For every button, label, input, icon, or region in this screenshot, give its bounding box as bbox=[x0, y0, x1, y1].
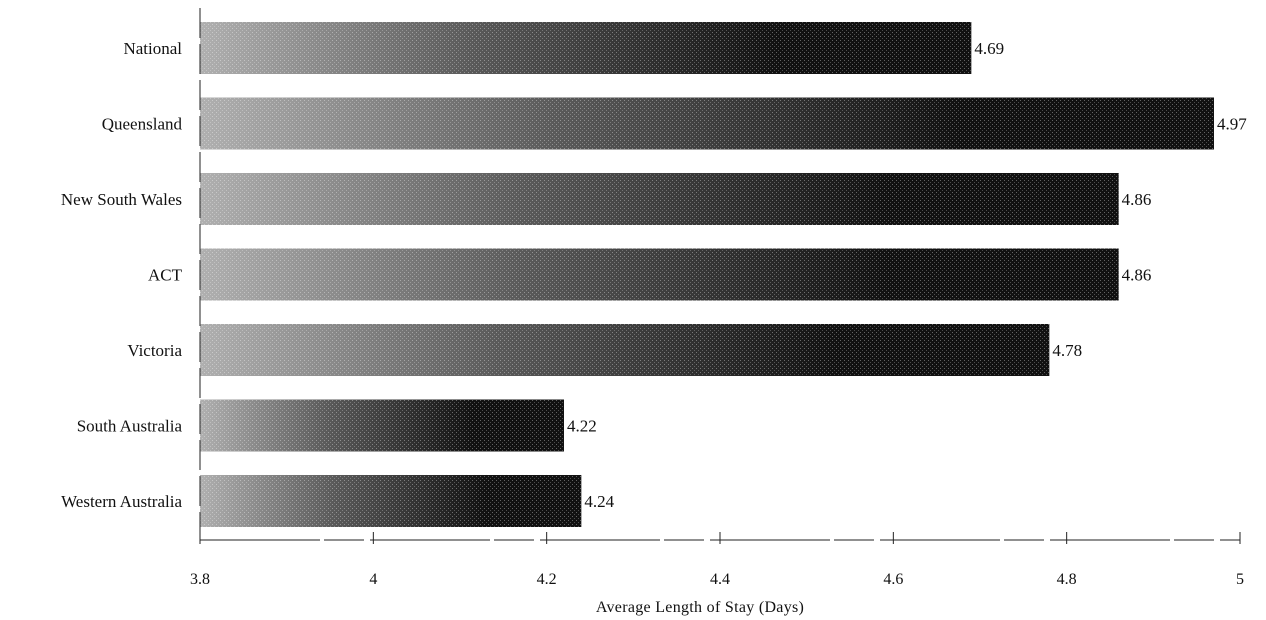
x-tick-label: 5 bbox=[1236, 571, 1244, 588]
category-label: ACT bbox=[148, 266, 183, 285]
data-label: 4.69 bbox=[974, 39, 1004, 58]
bars-group: National 4.69 Queensland 4.97 New South Wale… bbox=[61, 22, 1247, 527]
bar-texture bbox=[200, 248, 1119, 301]
category-label: National bbox=[123, 39, 182, 58]
x-tick-label: 4.2 bbox=[537, 571, 557, 588]
data-label: 4.24 bbox=[584, 492, 614, 511]
x-tick-label: 4.4 bbox=[710, 571, 730, 588]
bar-texture bbox=[200, 324, 1050, 376]
category-label: Queensland bbox=[102, 115, 183, 134]
x-tick-label: 4.8 bbox=[1057, 571, 1077, 588]
bar-texture bbox=[200, 475, 582, 527]
data-label: 4.86 bbox=[1122, 266, 1152, 285]
bar-texture bbox=[200, 399, 564, 452]
x-axis: 3.8 4 4.2 4.4 4.6 4.8 5 bbox=[190, 8, 1244, 588]
x-tick-label: 3.8 bbox=[190, 571, 210, 588]
x-axis-title: Average Length of Stay (Days) bbox=[596, 599, 804, 616]
data-label: 4.86 bbox=[1122, 190, 1152, 209]
data-label: 4.97 bbox=[1217, 115, 1247, 134]
data-label: 4.78 bbox=[1052, 341, 1082, 360]
bar-texture bbox=[200, 173, 1119, 225]
x-tick-label: 4 bbox=[369, 571, 377, 588]
data-label: 4.22 bbox=[567, 417, 597, 436]
bar-texture bbox=[200, 97, 1214, 150]
category-label: Western Australia bbox=[61, 492, 182, 511]
category-label: New South Wales bbox=[61, 190, 182, 209]
category-label: Victoria bbox=[127, 341, 182, 360]
bar-texture bbox=[200, 22, 972, 74]
category-label: South Australia bbox=[77, 417, 183, 436]
x-tick-label: 4.6 bbox=[883, 571, 903, 588]
